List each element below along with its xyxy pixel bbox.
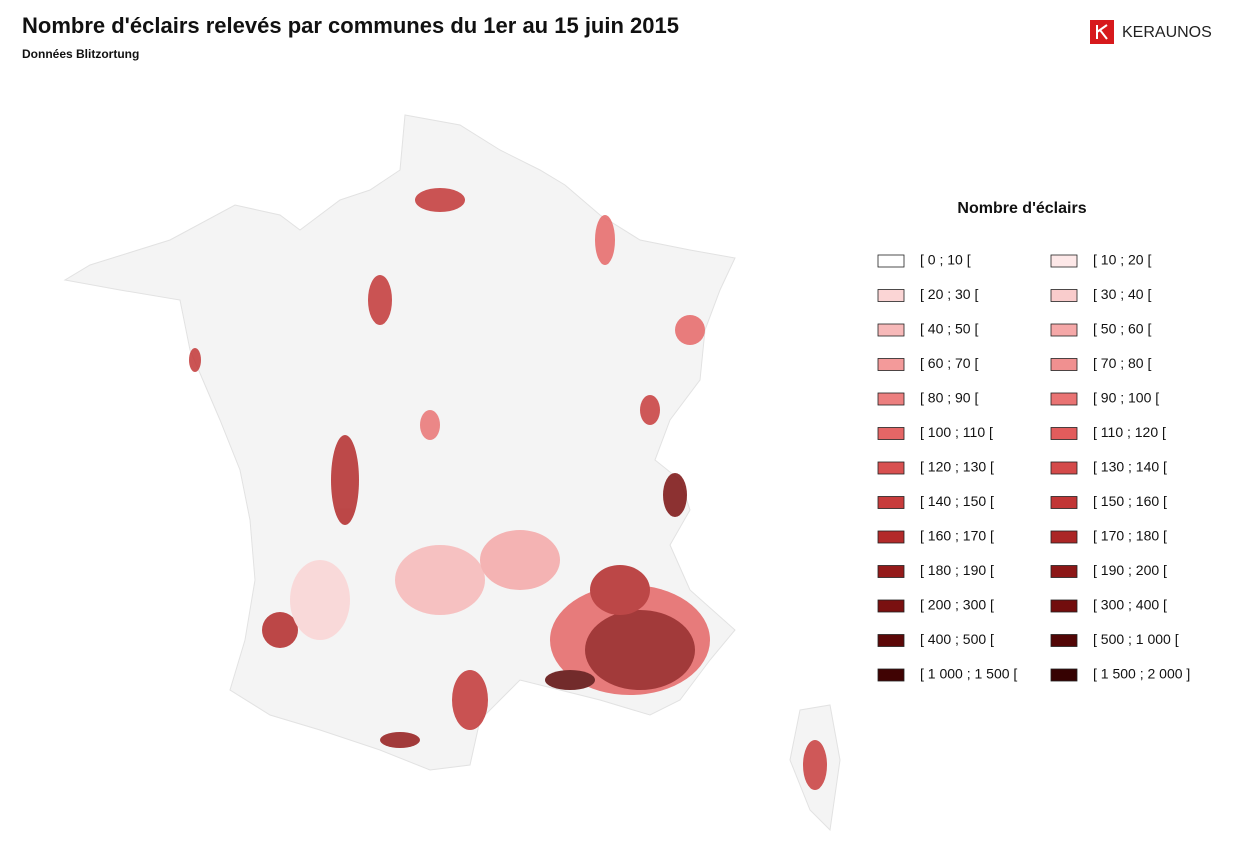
legend-label: [ 400 ; 500 [ <box>920 631 994 647</box>
legend-label: [ 90 ; 100 [ <box>1093 390 1159 406</box>
legend-label: [ 300 ; 400 [ <box>1093 597 1167 613</box>
legend-label: [ 100 ; 110 [ <box>920 424 993 440</box>
legend-label: [ 160 ; 170 [ <box>920 528 994 544</box>
legend-swatch <box>877 496 905 509</box>
legend-label: [ 50 ; 60 [ <box>1093 321 1151 337</box>
legend-label: [ 70 ; 80 [ <box>1093 355 1151 371</box>
legend-label: [ 20 ; 30 [ <box>920 286 978 302</box>
legend-label: [ 1 000 ; 1 500 [ <box>920 666 1017 682</box>
legend-swatch <box>1050 565 1078 578</box>
legend-swatch <box>877 427 905 440</box>
legend-label: [ 10 ; 20 [ <box>1093 252 1151 268</box>
lightning-areas <box>189 188 827 790</box>
map <box>63 114 841 832</box>
legend-swatch <box>1050 461 1078 475</box>
subtitle: Données Blitzortung <box>22 47 139 61</box>
legend: [ 0 ; 10 [ [ 10 ; 20 [ [ 20 ; 30 [ [ 30 ; 4… <box>877 252 1190 682</box>
legend-label: [ 130 ; 140 [ <box>1093 459 1167 475</box>
legend-label: [ 500 ; 1 000 [ <box>1093 631 1179 647</box>
logo-mark <box>1096 24 1108 40</box>
legend-swatch <box>1050 427 1078 440</box>
legend-label: [ 30 ; 40 [ <box>1093 286 1151 302</box>
legend-swatch <box>1050 392 1078 406</box>
legend-label: [ 1 500 ; 2 000 ] <box>1093 666 1190 682</box>
legend-swatch <box>877 668 905 682</box>
legend-label: [ 80 ; 90 [ <box>920 390 978 406</box>
legend-swatch <box>1050 496 1078 509</box>
legend-label: [ 200 ; 300 [ <box>920 597 994 613</box>
legend-swatch <box>1050 668 1078 682</box>
legend-swatch <box>877 323 905 337</box>
legend-swatch <box>877 530 905 544</box>
legend-label: [ 190 ; 200 [ <box>1093 562 1167 578</box>
legend-label: [ 40 ; 50 [ <box>920 321 978 337</box>
legend-swatch <box>1050 358 1078 371</box>
legend-label: [ 170 ; 180 [ <box>1093 528 1167 544</box>
legend-title: Nombre d'éclairs <box>957 200 1086 217</box>
legend-label: [ 120 ; 130 [ <box>920 459 994 475</box>
legend-swatch <box>877 289 905 302</box>
legend-label: [ 110 ; 120 [ <box>1093 424 1166 440</box>
legend-swatch <box>877 565 905 578</box>
legend-swatch <box>1050 254 1078 268</box>
legend-label: [ 60 ; 70 [ <box>920 355 978 371</box>
legend-swatch <box>877 599 905 613</box>
legend-swatch <box>877 461 905 475</box>
title: Nombre d'éclairs relevés par communes du… <box>22 13 679 38</box>
legend-swatch <box>877 392 905 406</box>
legend-label: [ 0 ; 10 [ <box>920 252 971 268</box>
legend-swatch <box>877 254 905 268</box>
legend-label: [ 140 ; 150 [ <box>920 493 994 509</box>
legend-swatch <box>877 634 905 647</box>
legend-label: [ 180 ; 190 [ <box>920 562 994 578</box>
legend-swatch <box>1050 530 1078 544</box>
logo-text: KERAUNOS <box>1122 24 1212 41</box>
legend-label: [ 150 ; 160 [ <box>1093 493 1167 509</box>
legend-swatch <box>877 358 905 371</box>
legend-swatch <box>1050 599 1078 613</box>
legend-swatch <box>1050 289 1078 302</box>
legend-swatch <box>1050 634 1078 647</box>
legend-swatch <box>1050 323 1078 337</box>
